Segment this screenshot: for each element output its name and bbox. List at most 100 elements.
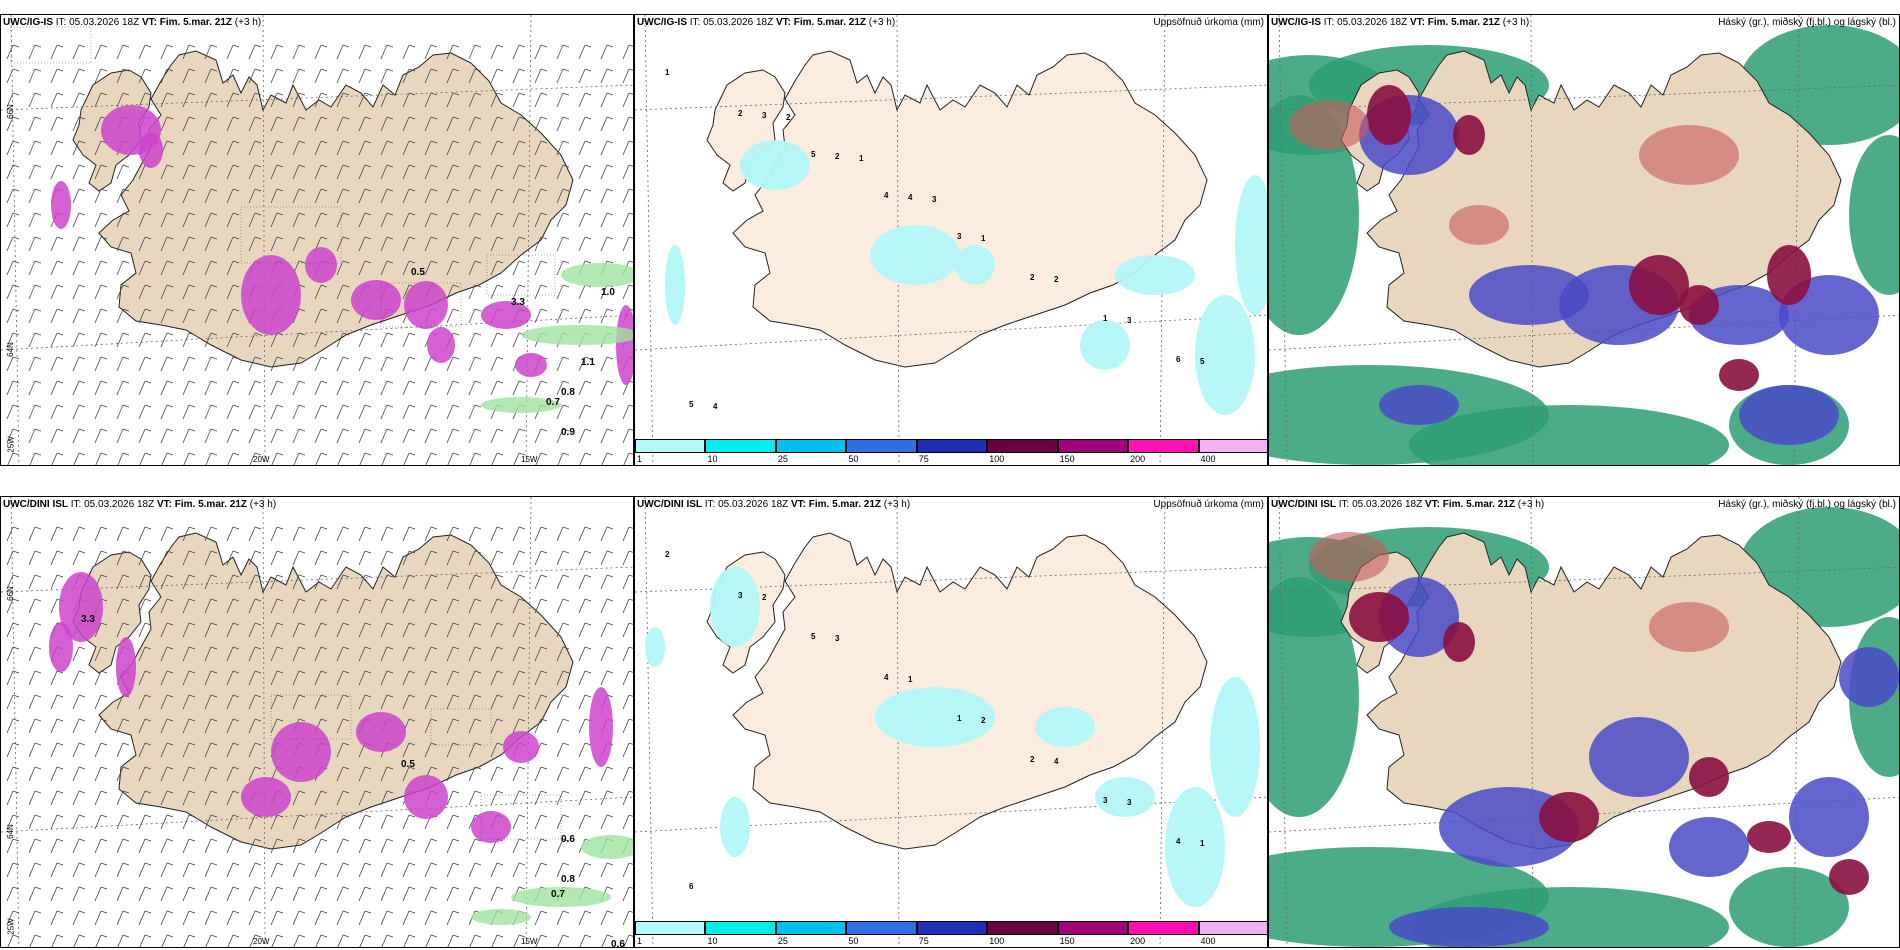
wind-barb — [28, 260, 42, 276]
wind-barb — [402, 694, 416, 710]
wind-barb — [182, 646, 196, 662]
wind-barb — [292, 550, 306, 566]
wind-barb — [469, 452, 482, 465]
wind-barb — [182, 44, 196, 60]
precip-value-label: 4 — [884, 191, 889, 200]
wind-barb — [50, 574, 64, 590]
mid-cloud-area — [1379, 385, 1459, 425]
wind-barb — [72, 188, 86, 204]
low-cloud-area — [1453, 115, 1485, 155]
wind-barb — [380, 814, 394, 830]
wind-barb — [556, 790, 570, 806]
wind-barb — [534, 550, 548, 566]
wind-barb — [94, 260, 108, 276]
wind-barb — [138, 404, 152, 420]
precip-value-label: 1 — [1200, 839, 1205, 848]
wind-barb — [6, 814, 20, 830]
axis-tick-label: 25W — [6, 436, 16, 453]
wind-barb — [50, 164, 64, 180]
wind-barb — [534, 622, 548, 638]
wind-barb — [556, 550, 570, 566]
wind-barb — [490, 356, 504, 372]
wind-barb — [380, 380, 394, 396]
colorbar-label: 400 — [1200, 936, 1216, 946]
wind-barb — [336, 404, 350, 420]
lead-time: (+3 h) — [883, 499, 911, 510]
wind-barb — [380, 92, 394, 108]
wind-barb — [534, 718, 548, 734]
wind-barb — [490, 68, 504, 84]
wind-barb — [402, 44, 416, 60]
wind-barb — [160, 598, 174, 614]
wind-barb — [160, 428, 174, 444]
wind-barb — [468, 44, 482, 60]
wind-barb — [50, 404, 64, 420]
panel-header: UWC/DINI ISL IT: 05.03.2026 18Z VT: Fim.… — [3, 499, 276, 510]
wind-barb — [160, 718, 174, 734]
wind-barb — [490, 646, 504, 662]
wind-barb — [72, 694, 86, 710]
wind-barb — [292, 380, 306, 396]
precip-value-label: 4 — [1054, 757, 1059, 766]
wind-barb — [446, 428, 460, 444]
wind-barb — [248, 356, 262, 372]
longitude-line — [1793, 497, 1800, 947]
wind-barb — [138, 670, 152, 686]
precip-value-label: 3 — [1103, 796, 1108, 805]
wind-barb — [72, 92, 86, 108]
wind-barb — [556, 598, 570, 614]
wind-barb — [226, 694, 240, 710]
wind-barb — [226, 380, 240, 396]
wind-barb — [182, 428, 196, 444]
wind-barb — [270, 646, 284, 662]
colorbar-swatch — [1128, 439, 1199, 453]
wind-barb — [270, 380, 284, 396]
wind-barb — [336, 212, 350, 228]
wind-barb — [160, 574, 174, 590]
wind-barb — [160, 910, 174, 926]
wind-barb — [94, 380, 108, 396]
wind-barb — [28, 188, 42, 204]
wind-barb — [226, 188, 240, 204]
wind-barb — [424, 862, 438, 878]
wind-barb — [160, 332, 174, 348]
wind-barb — [226, 260, 240, 276]
wind-barb — [359, 452, 372, 465]
wind-barb — [446, 766, 460, 782]
wind-barb — [204, 598, 218, 614]
wind-barb — [270, 526, 284, 542]
wind-barb — [622, 574, 633, 590]
wind-barb — [446, 646, 460, 662]
wind-barb — [380, 428, 394, 444]
wind-barb — [182, 694, 196, 710]
high-cloud-area — [1269, 577, 1359, 817]
wind-barb — [182, 284, 196, 300]
wind-barb — [380, 766, 394, 782]
wind-barb — [138, 814, 152, 830]
wind-barb — [490, 164, 504, 180]
longitude-line — [1530, 15, 1534, 465]
wind-barb — [72, 910, 86, 926]
precip-value-label: 1 — [859, 154, 864, 163]
wind-barb — [468, 284, 482, 300]
wind-barb — [446, 380, 460, 396]
wind-barb — [248, 910, 262, 926]
wind-barb — [622, 428, 633, 444]
wind-barb — [248, 44, 262, 60]
wind-barb — [424, 380, 438, 396]
wind-barb — [424, 718, 438, 734]
wind-barb — [490, 380, 504, 396]
wind-barb — [403, 934, 416, 947]
wind-barb — [314, 284, 328, 300]
colorbar-label: 100 — [989, 936, 1005, 946]
wind-barb — [28, 694, 42, 710]
low-cloud-area — [1629, 255, 1689, 315]
wind-barb — [622, 718, 633, 734]
wind-barb — [403, 452, 416, 465]
wind-barb — [557, 934, 570, 947]
wind-barb — [336, 574, 350, 590]
wind-barb — [358, 140, 372, 156]
wind-barb — [138, 718, 152, 734]
wind-barb — [248, 766, 262, 782]
